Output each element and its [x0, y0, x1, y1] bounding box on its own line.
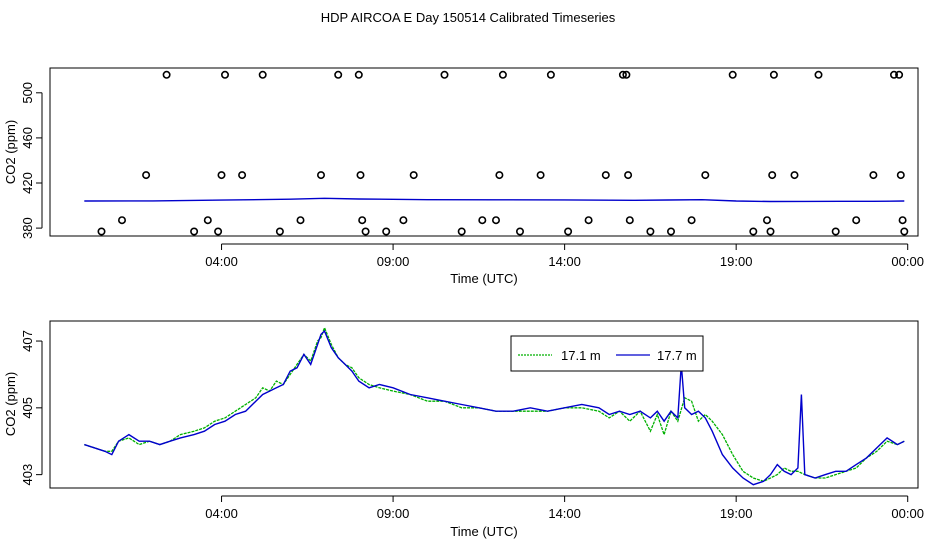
line-x-tick-label: 09:00	[377, 506, 410, 521]
scatter-point	[625, 216, 634, 225]
scatter-point	[334, 70, 343, 79]
series-line-17-7m	[84, 329, 905, 486]
line-x-tick-label: 19:00	[720, 506, 753, 521]
scatter-marks	[84, 70, 909, 236]
scatter-point	[491, 216, 500, 225]
scatter-point	[221, 70, 230, 79]
legend: 17.1 m 17.7 m	[510, 335, 704, 372]
scatter-point	[498, 70, 507, 79]
scatter-point	[515, 227, 524, 236]
scatter-point	[495, 171, 504, 180]
scatter-point	[275, 227, 284, 236]
scatter-point	[258, 70, 267, 79]
scatter-point	[624, 171, 633, 180]
scatter-point	[358, 216, 367, 225]
line-x-axis: 04:00 09:00 14:00 19:00 00:00	[205, 495, 924, 521]
scatter-y-axis: 380 420 460 500	[20, 82, 43, 239]
scatter-y-tick-label: 380	[20, 217, 35, 239]
scatter-point	[749, 227, 758, 236]
legend-box	[510, 335, 704, 372]
scatter-point	[97, 227, 106, 236]
scatter-point	[831, 227, 840, 236]
scatter-point	[203, 216, 212, 225]
scatter-x-tick-label: 00:00	[891, 254, 924, 269]
scatter-point	[601, 171, 610, 180]
scatter-y-tick-label: 420	[20, 172, 35, 194]
scatter-plot-frame	[49, 67, 919, 237]
scatter-point	[768, 171, 777, 180]
scatter-point	[536, 171, 545, 180]
scatter-x-tick-label: 14:00	[548, 254, 581, 269]
line-plot-frame	[49, 320, 919, 489]
line-x-tick-label: 00:00	[891, 506, 924, 521]
scatter-point	[354, 70, 363, 79]
scatter-point	[142, 171, 151, 180]
scatter-point	[399, 216, 408, 225]
scatter-point	[478, 216, 487, 225]
scatter-point	[728, 70, 737, 79]
line-x-tick-label: 04:00	[205, 506, 238, 521]
scatter-point	[409, 171, 418, 180]
scatter-y-tick-label: 460	[20, 127, 35, 149]
scatter-point	[238, 171, 247, 180]
line-panel: 04:00 09:00 14:00 19:00 00:00 403 405 407 Time…	[3, 320, 924, 539]
scatter-point	[646, 227, 655, 236]
scatter-x-tick-label: 19:00	[720, 254, 753, 269]
line-y-label: CO2 (ppm)	[3, 372, 18, 436]
scatter-point	[687, 216, 696, 225]
scatter-point	[889, 70, 898, 79]
line-x-tick-label: 14:00	[548, 506, 581, 521]
line-y-axis: 403 405 407	[20, 330, 43, 486]
scatter-point	[622, 70, 631, 79]
scatter-point	[546, 70, 555, 79]
line-y-tick-label: 405	[20, 397, 35, 419]
scatter-point	[852, 216, 861, 225]
scatter-point	[316, 171, 325, 180]
scatter-point	[440, 70, 449, 79]
scatter-point	[217, 171, 226, 180]
scatter-point	[769, 70, 778, 79]
scatter-point	[900, 227, 909, 236]
scatter-x-tick-label: 09:00	[377, 254, 410, 269]
scatter-point	[296, 216, 305, 225]
scatter-point	[898, 216, 907, 225]
legend-label-17-1m: 17.1 m	[561, 348, 601, 363]
scatter-point	[762, 216, 771, 225]
scatter-x-tick-label: 04:00	[205, 254, 238, 269]
scatter-point	[618, 70, 627, 79]
scatter-point	[814, 70, 823, 79]
line-x-label: Time (UTC)	[450, 524, 517, 539]
scatter-point	[162, 70, 171, 79]
scatter-point	[766, 227, 775, 236]
scatter-point	[701, 171, 710, 180]
scatter-y-tick-label: 500	[20, 82, 35, 104]
scatter-point	[790, 171, 799, 180]
scatter-point	[564, 227, 573, 236]
scatter-point	[356, 171, 365, 180]
scatter-mean-line	[84, 197, 905, 203]
scatter-x-label: Time (UTC)	[450, 271, 517, 286]
scatter-point	[869, 171, 878, 180]
legend-label-17-7m: 17.7 m	[657, 348, 697, 363]
line-y-tick-label: 403	[20, 464, 35, 486]
scatter-point	[118, 216, 127, 225]
figure-title: HDP AIRCOA E Day 150514 Calibrated Times…	[321, 10, 616, 25]
scatter-point	[382, 227, 391, 236]
line-marks	[84, 325, 905, 486]
scatter-point	[361, 227, 370, 236]
scatter-point	[666, 227, 675, 236]
line-y-tick-label: 407	[20, 330, 35, 352]
scatter-panel: 04:00 09:00 14:00 19:00 00:00 380 420 460 500 T…	[3, 67, 924, 286]
scatter-y-label: CO2 (ppm)	[3, 120, 18, 184]
scatter-x-axis: 04:00 09:00 14:00 19:00 00:00	[205, 243, 924, 269]
scatter-point	[896, 171, 905, 180]
scatter-point	[895, 70, 904, 79]
scatter-point	[457, 227, 466, 236]
scatter-point	[214, 227, 223, 236]
scatter-point	[584, 216, 593, 225]
scatter-point	[190, 227, 199, 236]
